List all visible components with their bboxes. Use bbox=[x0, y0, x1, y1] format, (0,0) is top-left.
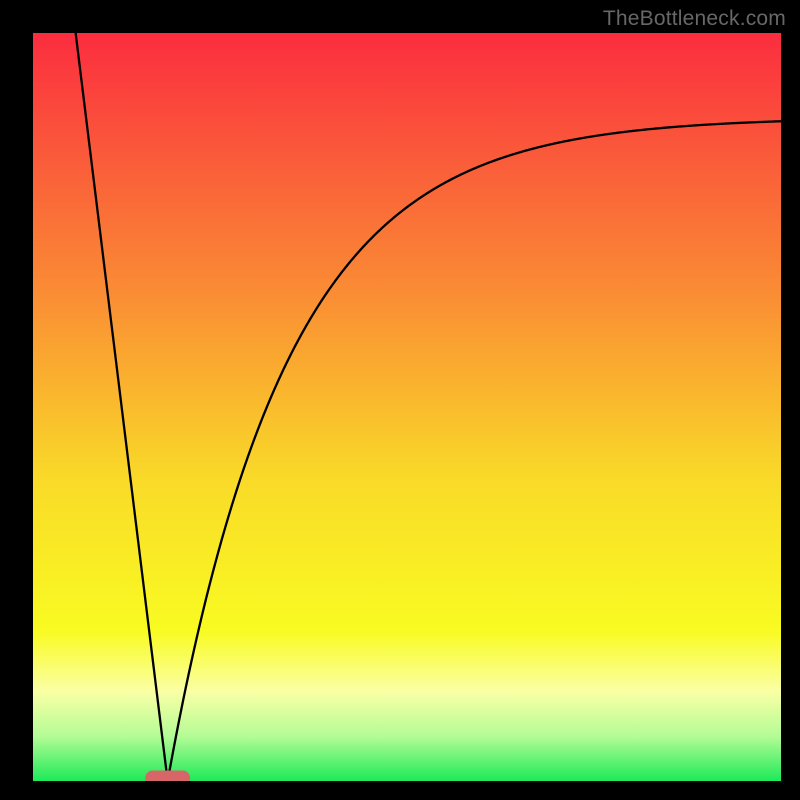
vertex-marker bbox=[145, 771, 190, 781]
plot-area bbox=[33, 33, 781, 781]
gradient-background bbox=[33, 33, 781, 781]
chart-svg bbox=[33, 33, 781, 781]
watermark-link[interactable]: TheBottleneck.com bbox=[603, 7, 786, 31]
